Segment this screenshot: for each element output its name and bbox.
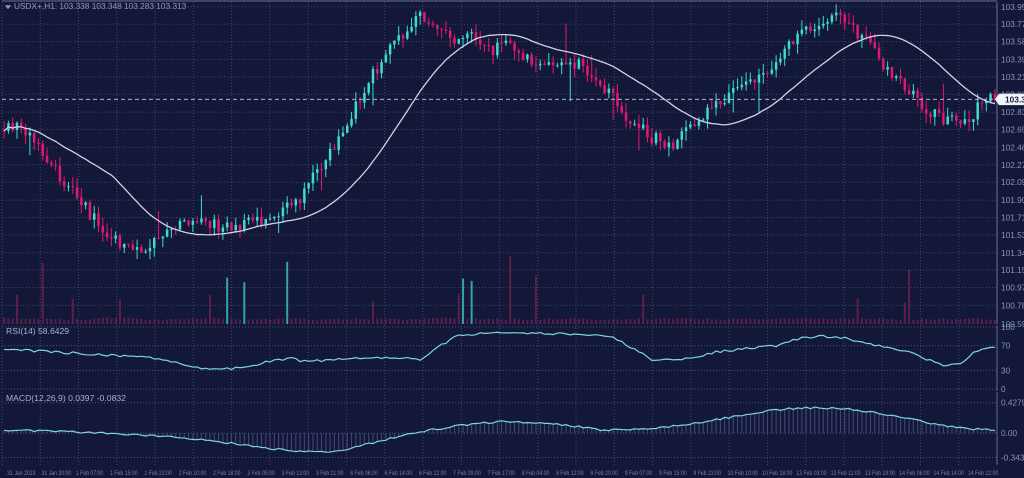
svg-text:9 Feb 23:00: 9 Feb 23:00: [693, 471, 721, 478]
svg-text:103.313: 103.313: [1005, 94, 1024, 104]
svg-text:-0.3432: -0.3432: [1001, 453, 1024, 463]
svg-text:2 Feb 10:00: 2 Feb 10:00: [179, 471, 207, 478]
svg-text:10 Feb 10:00: 10 Feb 10:00: [728, 471, 758, 478]
svg-text:101.340: 101.340: [1001, 248, 1024, 258]
svg-text:1 Feb 23:00: 1 Feb 23:00: [144, 471, 172, 478]
svg-text:3 Feb 05:00: 3 Feb 05:00: [247, 471, 275, 478]
svg-text:14 Feb 22:00: 14 Feb 22:00: [968, 471, 998, 478]
svg-text:8 Feb 20:00: 8 Feb 20:00: [590, 471, 618, 478]
svg-text:103.770: 103.770: [1001, 19, 1024, 29]
svg-text:100.595: 100.595: [1001, 319, 1024, 329]
svg-text:RSI(14) 58.6429: RSI(14) 58.6429: [6, 326, 69, 336]
svg-text:101.715: 101.715: [1001, 212, 1024, 222]
svg-text:0.00: 0.00: [1001, 428, 1018, 438]
svg-text:0: 0: [1001, 384, 1006, 394]
svg-text:8 Feb 12:00: 8 Feb 12:00: [556, 471, 584, 478]
svg-text:100.780: 100.780: [1001, 300, 1024, 310]
svg-text:31 Jan 20:00: 31 Jan 20:00: [41, 471, 71, 478]
svg-text:13 Feb 11:00: 13 Feb 11:00: [831, 471, 861, 478]
svg-text:13 Feb 03:00: 13 Feb 03:00: [796, 471, 826, 478]
svg-text:101.900: 101.900: [1001, 195, 1024, 205]
svg-text:6 Feb 22:00: 6 Feb 22:00: [419, 471, 447, 478]
svg-text:102.835: 102.835: [1001, 107, 1024, 117]
svg-text:USDX+,H1: 103.338 103.348 10: USDX+,H1: 103.338 103.348 103.283 103.31…: [14, 1, 187, 11]
svg-text:8 Feb 04:00: 8 Feb 04:00: [522, 471, 550, 478]
svg-text:31 Jan 2023: 31 Jan 2023: [7, 471, 35, 478]
svg-text:13 Feb 19:00: 13 Feb 19:00: [865, 471, 895, 478]
svg-text:102.460: 102.460: [1001, 142, 1024, 152]
svg-text:100.970: 100.970: [1001, 283, 1024, 293]
svg-text:103.395: 103.395: [1001, 54, 1024, 64]
svg-text:6 Feb 14:00: 6 Feb 14:00: [385, 471, 413, 478]
svg-text:103.585: 103.585: [1001, 37, 1024, 47]
svg-text:1 Feb 15:00: 1 Feb 15:00: [110, 471, 138, 478]
svg-text:9 Feb 15:00: 9 Feb 15:00: [659, 471, 687, 478]
svg-text:103.955: 103.955: [1001, 2, 1024, 12]
svg-text:1 Feb 07:00: 1 Feb 07:00: [76, 471, 104, 478]
svg-text:3 Feb 21:00: 3 Feb 21:00: [316, 471, 344, 478]
svg-text:101.530: 101.530: [1001, 230, 1024, 240]
svg-text:7 Feb 17:00: 7 Feb 17:00: [487, 471, 515, 478]
svg-text:30: 30: [1001, 365, 1011, 375]
svg-text:102.275: 102.275: [1001, 160, 1024, 170]
svg-text:3 Feb 13:00: 3 Feb 13:00: [282, 471, 310, 478]
svg-text:101.155: 101.155: [1001, 265, 1024, 275]
svg-text:70: 70: [1001, 341, 1011, 351]
svg-text:0.4279: 0.4279: [1001, 398, 1024, 408]
svg-text:2 Feb 18:00: 2 Feb 18:00: [213, 471, 241, 478]
svg-text:9 Feb 07:00: 9 Feb 07:00: [625, 471, 653, 478]
svg-text:6 Feb 06:00: 6 Feb 06:00: [350, 471, 378, 478]
svg-text:102.090: 102.090: [1001, 177, 1024, 187]
svg-text:14 Feb 14:00: 14 Feb 14:00: [934, 471, 964, 478]
svg-text:10 Feb 18:00: 10 Feb 18:00: [762, 471, 792, 478]
svg-text:103.210: 103.210: [1001, 72, 1024, 82]
svg-text:14 Feb 06:00: 14 Feb 06:00: [899, 471, 929, 478]
svg-text:7 Feb 09:00: 7 Feb 09:00: [453, 471, 481, 478]
svg-text:102.650: 102.650: [1001, 125, 1024, 135]
svg-text:MACD(12,26,9) 0.0397 -0.0832: MACD(12,26,9) 0.0397 -0.0832: [6, 393, 126, 403]
